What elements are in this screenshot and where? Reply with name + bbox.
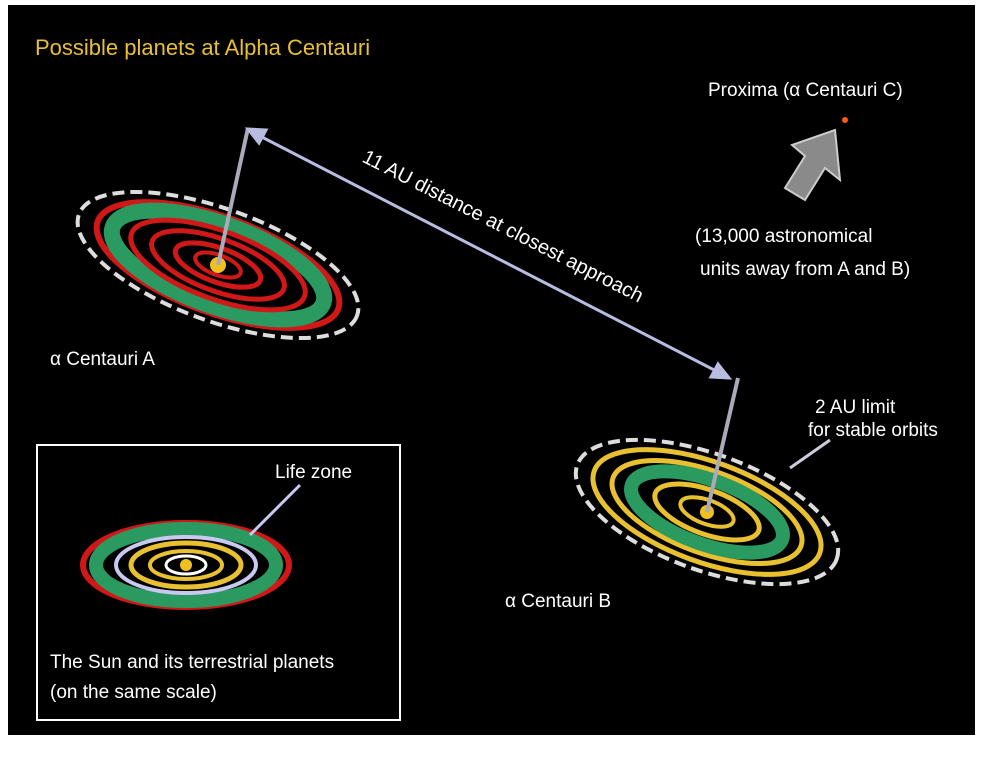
proxima-star [842,117,848,123]
proxima-label: Proxima (α Centauri C) [708,80,903,101]
proxima-note: units away from A and B) [700,259,910,280]
diagram: Possible planets at Alpha Centauri α Cen… [0,0,981,759]
background [8,5,975,735]
sun [180,559,192,571]
limit-label: 2 AU limit [815,397,896,418]
proxima-note: (13,000 astronomical [695,226,872,247]
star-a-label: α Centauri A [50,349,155,370]
page: Possible planets at Alpha Centauri α Cen… [0,0,981,759]
limit-label: for stable orbits [808,420,938,441]
inset-caption: (on the same scale) [50,682,217,703]
inset-caption: The Sun and its terrestrial planets [50,652,334,673]
star-b-label: α Centauri B [505,591,611,612]
title: Possible planets at Alpha Centauri [35,35,370,60]
life-zone-label: Life zone [275,462,352,483]
